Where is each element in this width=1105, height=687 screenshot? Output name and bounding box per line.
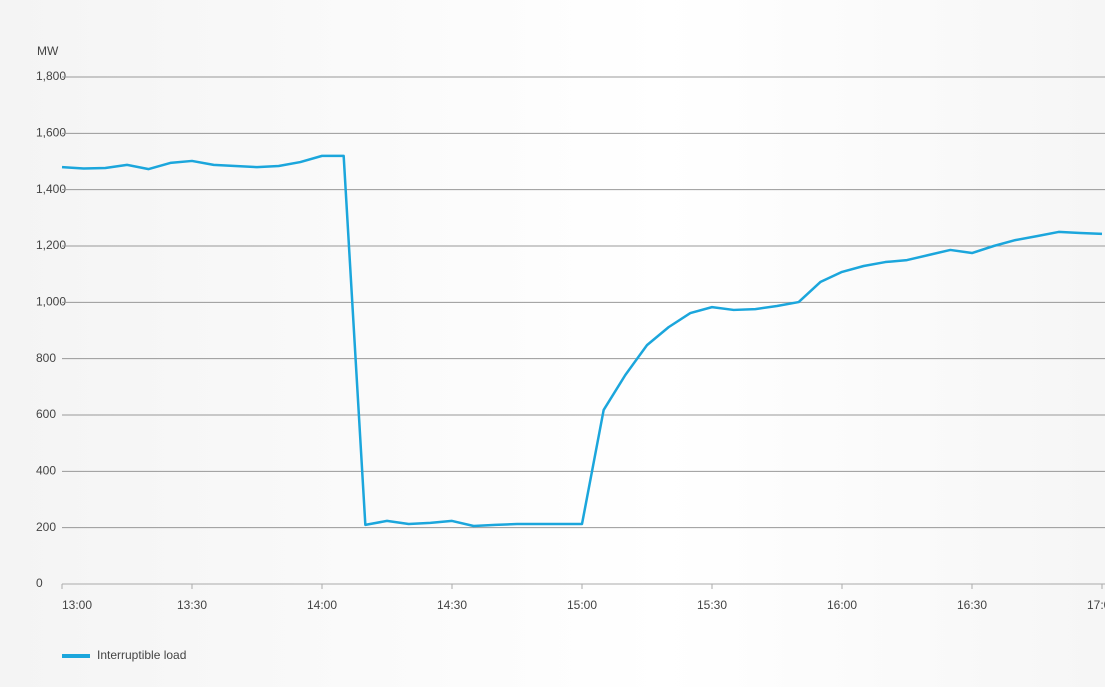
- y-tick-label: 600: [36, 407, 56, 421]
- x-tick-label: 16:00: [827, 598, 857, 612]
- x-tick-label: 13:00: [62, 598, 92, 612]
- x-tick-label: 17:00: [1087, 598, 1105, 612]
- x-tick-label: 16:30: [957, 598, 987, 612]
- y-tick-label: 1,600: [36, 126, 66, 140]
- y-tick-label: 0: [36, 576, 43, 590]
- legend-label: Interruptible load: [97, 648, 186, 662]
- x-tick-label: 13:30: [177, 598, 207, 612]
- y-tick-label: 1,400: [36, 182, 66, 196]
- y-tick-label: 800: [36, 351, 56, 365]
- series-line: [61, 154, 1103, 528]
- x-tick-label: 14:00: [307, 598, 337, 612]
- y-tick-label: 200: [36, 520, 56, 534]
- y-axis-label: MW: [37, 44, 59, 58]
- x-tick-label: 15:30: [697, 598, 727, 612]
- y-tick-label: 1,800: [36, 69, 66, 83]
- y-tick-label: 1,000: [36, 295, 66, 309]
- x-tick-label: 14:30: [437, 598, 467, 612]
- y-tick-label: 400: [36, 464, 56, 478]
- x-tick-label: 15:00: [567, 598, 597, 612]
- y-tick-label: 1,200: [36, 238, 66, 252]
